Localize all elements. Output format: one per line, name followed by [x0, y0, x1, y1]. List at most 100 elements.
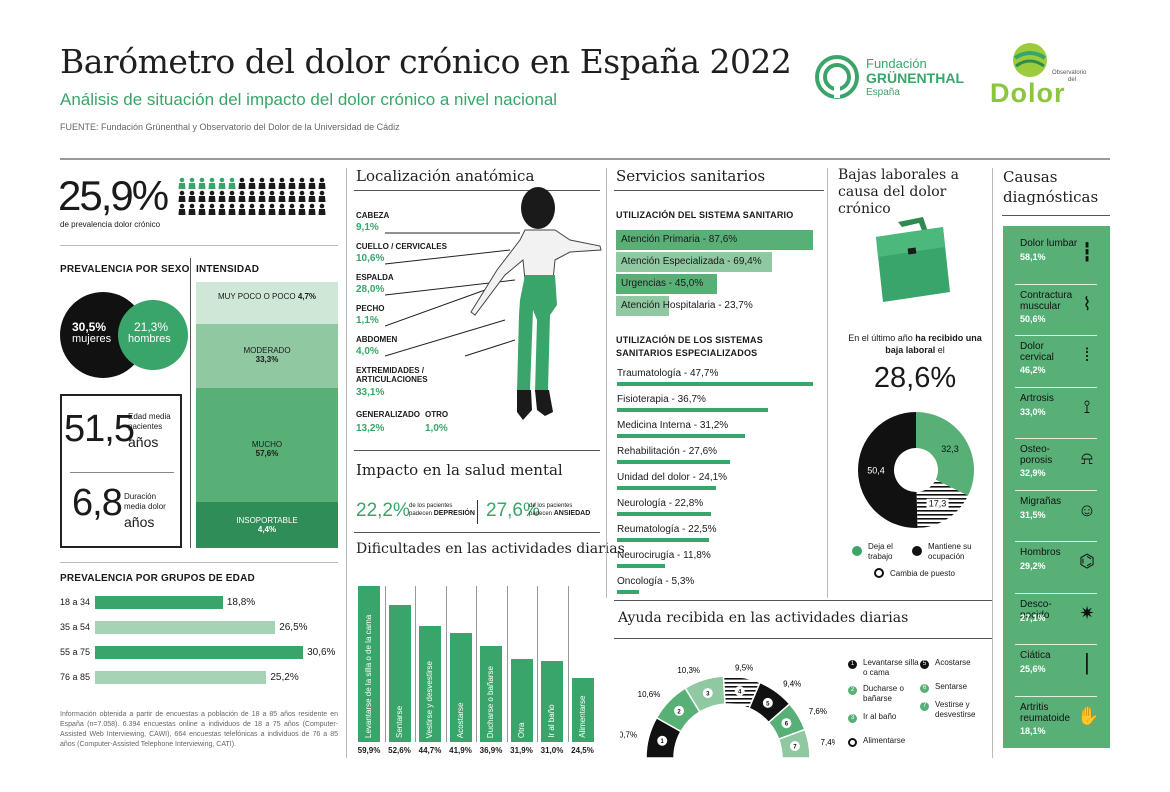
men-circle — [118, 300, 188, 370]
intensity-value: 4,4% — [257, 525, 277, 534]
difficulty-bar-label: Sentarse — [394, 705, 404, 738]
person-icon — [288, 203, 296, 215]
spec-label: Oncología - 5,3% — [617, 576, 695, 587]
pelvis-icon: ⍾ — [1081, 448, 1093, 468]
women-value: 30,5% — [72, 320, 107, 334]
help-slice-number: 4 — [738, 690, 742, 696]
spec-bar — [617, 486, 717, 490]
divider — [477, 500, 478, 524]
age-groups-title: PREVALENCIA POR GRUPOS DE EDAD — [60, 573, 255, 584]
spec-label: Fisioterapia - 36,7% — [617, 394, 706, 405]
difficulty-gridline — [415, 586, 416, 742]
anxiety-text2: padecen — [529, 511, 553, 517]
intensity-level-2: MODERADO 33,3% — [196, 324, 338, 388]
person-icon — [268, 177, 276, 189]
logo-fundacion-grunenthal: Fundación GRÜNENTHAL España — [814, 52, 974, 102]
help-slice-marker — [657, 735, 668, 746]
person-icon — [198, 203, 206, 215]
person-icon — [308, 190, 316, 202]
cause-item: Migrañas 31,5% ☺ — [1003, 489, 1110, 546]
cause-value: 50,6% — [1020, 313, 1046, 324]
person-icon — [238, 190, 246, 202]
use-bar: Atención Especializada - 69,4% — [616, 252, 773, 272]
age-group-value: 18,8% — [226, 597, 256, 608]
intensity-label: MUY POCO O POCO — [217, 292, 296, 301]
help-slice-label: 7,6% — [809, 707, 827, 716]
person-icon — [248, 190, 256, 202]
spec-bar — [617, 460, 731, 464]
loc-value: 10,6% — [356, 253, 385, 264]
person-icon — [228, 190, 236, 202]
spec-label: Medicina Interna - 31,2% — [617, 420, 729, 431]
divider — [354, 532, 600, 533]
duration-value: 6,8 — [72, 482, 123, 524]
intensity-label: INSOPORTABLE — [236, 516, 298, 525]
difficulty-value: 44,7% — [418, 746, 442, 755]
intensity-value: 57,6% — [255, 449, 279, 458]
location-title: Localización anatómica — [356, 167, 535, 185]
legend-label: Deja el trabajo — [868, 542, 893, 561]
page-title: Barómetro del dolor crónico en España 20… — [60, 42, 792, 81]
person-icon — [318, 177, 326, 189]
person-icon — [238, 203, 246, 215]
intensity-level-4: INSOPORTABLE 4,4% — [196, 502, 338, 548]
intensity-value: 33,3% — [255, 355, 279, 364]
cause-label: Dolor cervical — [1020, 341, 1054, 363]
use-bar: Atención Primaria - 87,6% — [616, 230, 814, 250]
age-group-bar — [95, 596, 223, 609]
duration-label2: media dolor — [124, 502, 166, 511]
mental-title: Impacto en la salud mental — [356, 461, 563, 479]
men-value: 21,3% — [134, 320, 169, 334]
person-icon — [178, 190, 186, 202]
difficulty-bar-label: Alimentarse — [577, 695, 587, 738]
help-legend-label: Vestirse y desvestirse — [935, 700, 976, 719]
help-legend-dot: 5 — [920, 660, 929, 669]
cause-item: Artritis reumatoide 18,1% ✋ — [1003, 695, 1110, 752]
difficulty-value: 24,5% — [571, 746, 594, 755]
person-icon — [278, 203, 286, 215]
help-slice-label: 10,7% — [620, 731, 637, 740]
help-slice-label: 10,6% — [638, 690, 661, 699]
person-icon — [268, 203, 276, 215]
difficulty-bar — [510, 658, 533, 742]
divider — [1015, 283, 1097, 285]
cause-label: Desco-nocido — [1020, 598, 1052, 621]
person-icon — [268, 190, 276, 202]
help-slice-number: 5 — [766, 701, 770, 707]
anxiety-value: 27,6% — [486, 500, 540, 521]
loc-label: CUELLO / CERVICALES — [356, 242, 447, 251]
mean-age-value: 51,5 — [64, 408, 135, 450]
top-rule — [60, 158, 1110, 160]
anxiety-bold: ANSIEDAD — [553, 510, 591, 517]
cause-label: Dolor lumbar — [1020, 238, 1078, 249]
legend-dot — [874, 568, 884, 578]
loc-label: EXTREMIDADES / ARTICULACIONES — [356, 366, 428, 384]
divider — [354, 190, 600, 191]
person-icon — [258, 190, 266, 202]
leave-text-bold: ha recibido una baja laboral — [885, 333, 982, 355]
spec-title: UTILIZACIÓN DE LOS SISTEMAS SANITARIOS E… — [616, 335, 763, 358]
mean-age-label2: pacientes — [128, 422, 163, 431]
cause-label: Ciática — [1020, 650, 1051, 661]
grunenthal-emblem-icon — [815, 55, 859, 99]
divider — [992, 168, 993, 758]
intensity-value: 4,7% — [297, 292, 317, 301]
person-icon — [188, 203, 196, 215]
difficulty-bar — [419, 625, 441, 742]
footnote: Información obtenida a partir de encuest… — [60, 711, 338, 748]
difficulty-bar-label: Otra — [516, 722, 526, 738]
page-subtitle: Análisis de situación del impacto del do… — [60, 90, 558, 109]
cause-label: Hombros — [1020, 547, 1061, 558]
use-bar-label: Atención Hospitalaria - 23,7% — [621, 300, 753, 311]
people-pictogram — [178, 177, 326, 215]
cause-value: 58,1% — [1020, 252, 1046, 262]
women-label: mujeres — [72, 333, 112, 345]
bulb-icon: ✷ — [1079, 602, 1095, 623]
help-slice-label: 9,5% — [735, 663, 753, 672]
loc-label: PECHO — [356, 304, 385, 313]
help-legend-dot: 7 — [920, 702, 929, 711]
services-title: Servicios sanitarios — [616, 167, 766, 185]
cause-value: 31,5% — [1020, 509, 1046, 520]
spec-label: Reumatología - 22,5% — [617, 524, 717, 535]
leave-slice — [857, 412, 918, 528]
